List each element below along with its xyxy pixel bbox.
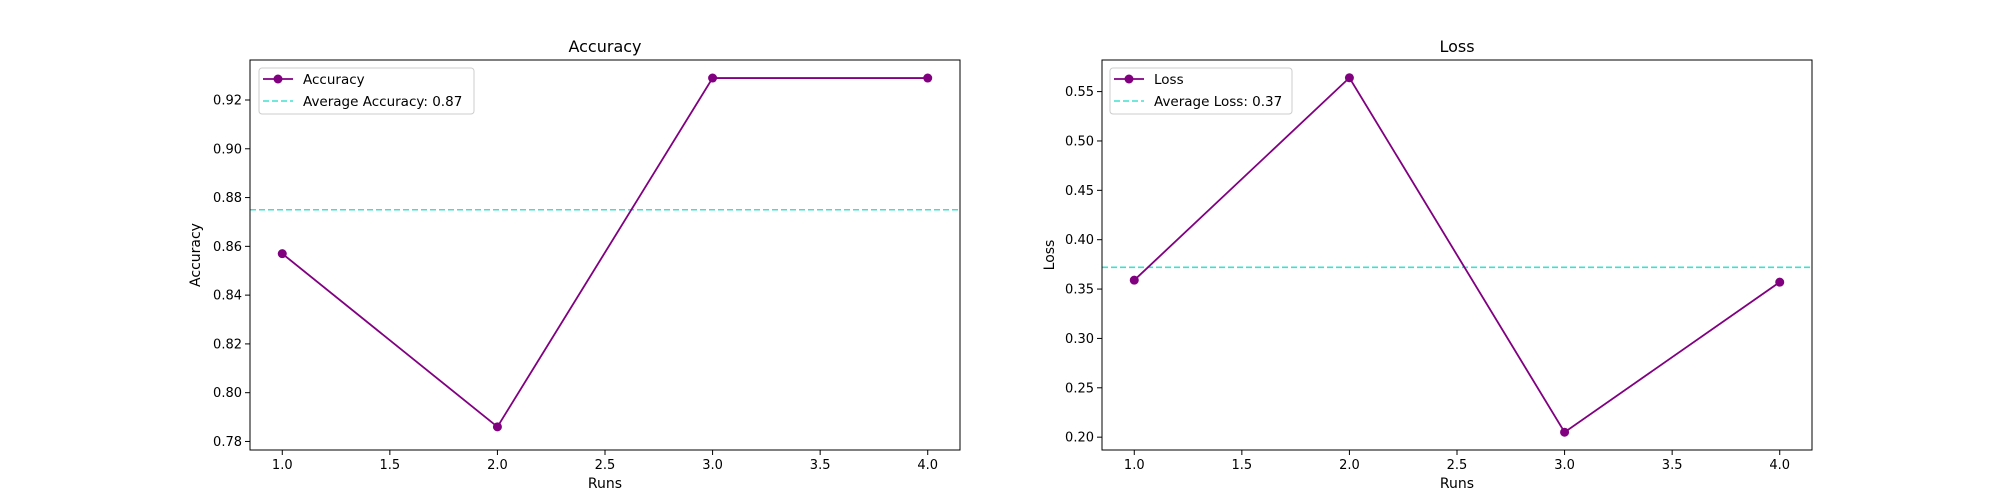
loss-data-point [1775, 277, 1785, 287]
loss-y-tick-label: 0.45 [1065, 184, 1094, 199]
accuracy-legend-series-label: Accuracy [303, 72, 365, 88]
loss-y-tick-label: 0.50 [1065, 134, 1094, 149]
loss-x-axis-label: Runs [1440, 476, 1474, 492]
loss-y-tick-label: 0.30 [1065, 332, 1094, 347]
accuracy-legend-average-label: Average Accuracy: 0.87 [303, 94, 462, 110]
loss-data-point [1344, 73, 1354, 83]
accuracy-data-point [923, 73, 933, 83]
loss-y-axis-label: Loss [1042, 240, 1058, 271]
loss-legend-series-marker [1124, 74, 1134, 84]
loss-y-tick-label: 0.40 [1065, 233, 1094, 248]
accuracy-plot-area [250, 73, 960, 432]
accuracy-y-tick-label: 0.86 [213, 240, 242, 255]
accuracy-x-tick-label: 1.5 [380, 458, 401, 473]
accuracy-legend: Accuracy Average Accuracy: 0.87 [258, 67, 475, 115]
loss-x-tick-label: 4.0 [1769, 458, 1790, 473]
accuracy-x-tick-label: 1.0 [272, 458, 293, 473]
accuracy-data-point [492, 422, 502, 432]
loss-data-point [1560, 427, 1570, 437]
accuracy-x-tick-label: 3.0 [702, 458, 723, 473]
accuracy-y-tick-label: 0.84 [213, 289, 242, 304]
loss-x-tick-label: 2.0 [1339, 458, 1360, 473]
loss-legend-series-label: Loss [1154, 72, 1184, 88]
loss-panel: Loss Runs Loss Loss Average Loss: 0.37 1… [1042, 37, 1813, 492]
loss-legend-box [1109, 67, 1293, 115]
accuracy-x-tick-label: 2.0 [487, 458, 508, 473]
accuracy-y-tick-label: 0.92 [213, 94, 242, 109]
accuracy-y-tick-label: 0.82 [213, 337, 242, 352]
accuracy-x-tick-label: 3.5 [810, 458, 831, 473]
loss-y-tick-label: 0.55 [1065, 85, 1094, 100]
loss-x-tick-label: 2.5 [1447, 458, 1468, 473]
loss-x-tick-label: 3.5 [1662, 458, 1683, 473]
accuracy-y-tick-label: 0.80 [213, 386, 242, 401]
accuracy-y-tick-label: 0.90 [213, 142, 242, 157]
accuracy-y-tick-label: 0.88 [213, 191, 242, 206]
loss-legend-average-label: Average Loss: 0.37 [1154, 94, 1282, 110]
loss-x-tick-label: 1.0 [1124, 458, 1145, 473]
accuracy-legend-box [258, 67, 475, 115]
loss-plot-area [1102, 73, 1812, 437]
accuracy-x-tick-label: 4.0 [917, 458, 938, 473]
loss-x-tick-label: 3.0 [1554, 458, 1575, 473]
accuracy-x-axis-label: Runs [588, 476, 622, 492]
accuracy-y-tick-label: 0.78 [213, 435, 242, 450]
accuracy-legend-series-marker [273, 74, 283, 84]
loss-data-point [1129, 275, 1139, 285]
loss-y-tick-label: 0.20 [1065, 431, 1094, 446]
accuracy-data-point [708, 73, 718, 83]
accuracy-chart-title: Accuracy [568, 37, 641, 56]
loss-chart-title: Loss [1439, 37, 1474, 56]
loss-series-line [1133, 76, 1781, 434]
loss-legend: Loss Average Loss: 0.37 [1109, 67, 1293, 115]
accuracy-panel: Accuracy Runs Accuracy Accuracy Average … [188, 37, 961, 492]
accuracy-data-point [277, 249, 287, 259]
accuracy-y-axis-label: Accuracy [188, 223, 204, 287]
loss-y-tick-label: 0.35 [1065, 283, 1094, 298]
accuracy-x-tick-label: 2.5 [595, 458, 616, 473]
loss-y-tick-label: 0.25 [1065, 381, 1094, 396]
loss-x-tick-label: 1.5 [1232, 458, 1253, 473]
accuracy-series-line [281, 77, 928, 429]
